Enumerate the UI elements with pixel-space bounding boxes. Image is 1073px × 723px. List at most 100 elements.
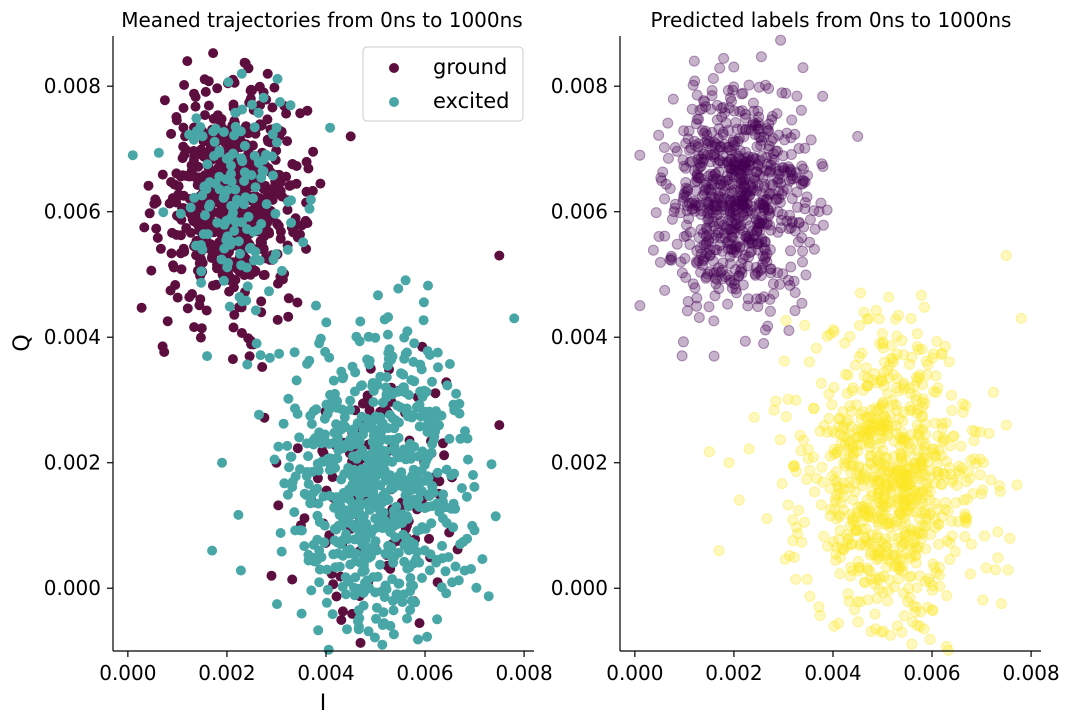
- point-class-0: [722, 298, 734, 310]
- point-excited: [368, 430, 379, 441]
- point-excited: [427, 376, 437, 387]
- point-class-0: [690, 197, 702, 209]
- point-class-0: [703, 199, 715, 211]
- point-class-0: [678, 191, 690, 203]
- point-class-1: [879, 550, 890, 562]
- point-class-0: [748, 105, 760, 117]
- point-ground: [243, 333, 254, 344]
- point-excited: [424, 491, 435, 502]
- point-excited: [199, 181, 210, 192]
- point-class-0: [772, 226, 784, 238]
- point-excited: [345, 404, 356, 415]
- point-class-1: [827, 425, 839, 437]
- point-class-0: [736, 200, 748, 212]
- point-excited: [454, 398, 465, 409]
- point-class-0: [699, 137, 711, 149]
- point-class-0: [755, 270, 767, 281]
- point-class-1: [933, 538, 945, 550]
- point-class-1: [834, 552, 846, 563]
- point-class-1: [856, 523, 868, 535]
- point-class-1: [882, 420, 894, 432]
- point-class-0: [713, 208, 725, 220]
- point-class-1: [968, 435, 980, 447]
- point-class-0: [733, 133, 745, 144]
- point-excited: [217, 457, 227, 468]
- point-class-1: [872, 547, 884, 559]
- point-class-1: [881, 561, 892, 573]
- point-class-1: [911, 394, 922, 406]
- point-class-0: [727, 134, 739, 146]
- point-class-0: [734, 172, 745, 184]
- point-class-1: [963, 466, 974, 477]
- point-excited: [453, 575, 464, 586]
- point-class-0: [682, 185, 693, 197]
- point-class-0: [664, 254, 676, 266]
- point-class-0: [776, 188, 788, 200]
- point-excited: [424, 565, 435, 576]
- point-class-1: [876, 412, 888, 424]
- point-class-0: [761, 217, 773, 229]
- point-class-1: [824, 450, 836, 462]
- point-class-1: [895, 508, 907, 520]
- point-class-1: [882, 388, 894, 400]
- point-class-0: [758, 202, 770, 214]
- point-class-1: [788, 551, 800, 563]
- point-class-1: [910, 601, 922, 613]
- point-class-1: [872, 532, 883, 543]
- point-class-1: [899, 490, 911, 502]
- point-excited: [382, 329, 393, 340]
- point-class-0: [660, 178, 672, 190]
- point-class-0: [785, 261, 797, 273]
- point-class-1: [871, 497, 883, 509]
- point-class-1: [861, 411, 873, 423]
- point-class-0: [734, 106, 746, 117]
- point-class-1: [852, 501, 864, 513]
- point-class-0: [712, 227, 724, 239]
- point-class-0: [776, 209, 788, 220]
- point-excited: [376, 445, 387, 456]
- point-class-1: [905, 313, 917, 324]
- point-class-1: [824, 504, 836, 515]
- point-class-0: [753, 197, 765, 209]
- point-class-0: [726, 277, 737, 288]
- point-class-1: [907, 538, 918, 550]
- point-class-1: [912, 445, 924, 457]
- point-ground: [336, 615, 347, 625]
- point-class-0: [706, 204, 718, 216]
- point-class-1: [831, 466, 842, 478]
- scatter-panel-predicted-labels: Predicted labels from 0ns to 1000ns 0.00…: [551, 8, 1060, 685]
- point-class-1: [864, 419, 876, 430]
- point-class-0: [767, 188, 779, 200]
- point-class-0: [686, 197, 698, 209]
- x-ticks: 0.000 0.002 0.004 0.006 0.008: [606, 651, 1060, 685]
- point-class-0: [736, 190, 747, 202]
- point-class-1: [900, 517, 911, 529]
- point-class-1: [860, 533, 872, 545]
- point-class-0: [756, 233, 768, 245]
- point-ground: [281, 108, 292, 119]
- point-class-0: [766, 153, 778, 165]
- point-class-1: [924, 509, 936, 521]
- point-class-1: [938, 434, 950, 446]
- point-class-1: [857, 406, 869, 418]
- point-excited: [299, 541, 310, 552]
- point-class-1: [890, 313, 901, 325]
- point-class-0: [705, 249, 716, 261]
- point-excited: [306, 585, 317, 596]
- point-excited: [444, 433, 455, 444]
- point-class-1: [940, 456, 952, 467]
- point-class-1: [949, 546, 961, 558]
- point-excited: [235, 248, 245, 259]
- point-class-1: [723, 457, 735, 469]
- point-excited: [416, 364, 427, 375]
- point-ground: [200, 86, 211, 97]
- point-class-0: [774, 197, 786, 208]
- point-ground: [301, 156, 312, 167]
- point-excited: [357, 380, 367, 391]
- point-class-0: [765, 263, 777, 275]
- point-class-0: [785, 164, 797, 176]
- point-excited: [264, 286, 274, 297]
- point-ground: [178, 103, 189, 113]
- point-class-1: [899, 547, 911, 559]
- point-class-0: [701, 207, 713, 219]
